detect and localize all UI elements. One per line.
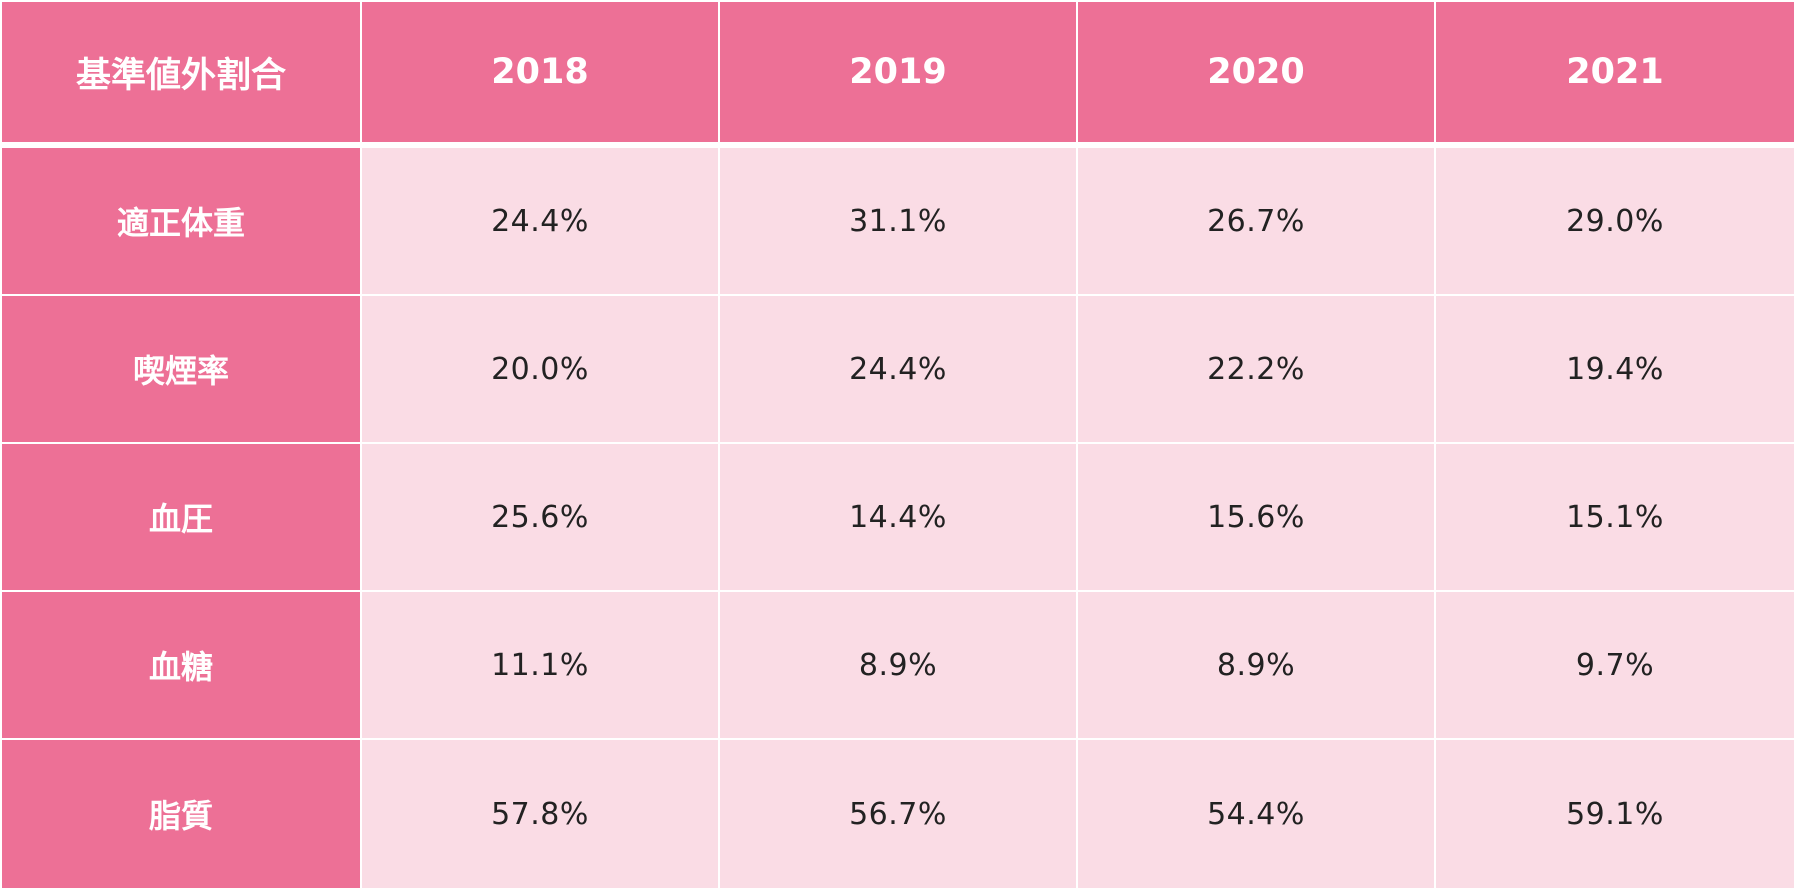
table-cell: 15.1% <box>1436 444 1794 592</box>
table-cell: 24.4% <box>362 148 720 296</box>
table-cell: 15.6% <box>1078 444 1436 592</box>
row-label: 血糖 <box>2 592 362 740</box>
table-cell: 56.7% <box>720 740 1078 888</box>
table-cell: 57.8% <box>362 740 720 888</box>
table-cell: 25.6% <box>362 444 720 592</box>
table-row: 血糖 11.1% 8.9% 8.9% 9.7% <box>2 592 1794 740</box>
header-year-2019: 2019 <box>720 2 1078 148</box>
table-cell: 14.4% <box>720 444 1078 592</box>
header-label-cell: 基準値外割合 <box>2 2 362 148</box>
table-cell: 24.4% <box>720 296 1078 444</box>
row-label: 血圧 <box>2 444 362 592</box>
header-year-2020: 2020 <box>1078 2 1436 148</box>
table-cell: 8.9% <box>720 592 1078 740</box>
header-row: 基準値外割合 2018 2019 2020 2021 <box>2 2 1794 148</box>
header-year-2021: 2021 <box>1436 2 1794 148</box>
table-cell: 26.7% <box>1078 148 1436 296</box>
table-row: 血圧 25.6% 14.4% 15.6% 15.1% <box>2 444 1794 592</box>
table-cell: 31.1% <box>720 148 1078 296</box>
table-row: 喫煙率 20.0% 24.4% 22.2% 19.4% <box>2 296 1794 444</box>
table-cell: 22.2% <box>1078 296 1436 444</box>
table-cell: 8.9% <box>1078 592 1436 740</box>
table-cell: 20.0% <box>362 296 720 444</box>
table-cell: 59.1% <box>1436 740 1794 888</box>
table-cell: 11.1% <box>362 592 720 740</box>
table-row: 適正体重 24.4% 31.1% 26.7% 29.0% <box>2 148 1794 296</box>
row-label: 脂質 <box>2 740 362 888</box>
table-row: 脂質 57.8% 56.7% 54.4% 59.1% <box>2 740 1794 888</box>
table-cell: 9.7% <box>1436 592 1794 740</box>
header-year-2018: 2018 <box>362 2 720 148</box>
table-cell: 19.4% <box>1436 296 1794 444</box>
row-label: 適正体重 <box>2 148 362 296</box>
table-cell: 54.4% <box>1078 740 1436 888</box>
table-cell: 29.0% <box>1436 148 1794 296</box>
row-label: 喫煙率 <box>2 296 362 444</box>
